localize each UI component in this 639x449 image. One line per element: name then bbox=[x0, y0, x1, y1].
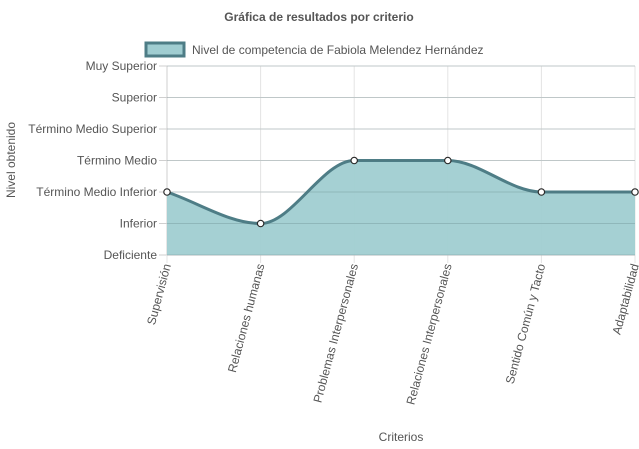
x-tick-label: Relaciones Interpersonales bbox=[404, 262, 455, 406]
y-tick-label: Superior bbox=[112, 91, 157, 105]
data-point[interactable] bbox=[256, 219, 265, 228]
x-tick-label: Relaciones humanas bbox=[225, 262, 268, 374]
x-tick-label: Adaptabilidad bbox=[610, 262, 639, 336]
legend-swatch bbox=[144, 41, 186, 58]
y-tick-label: Deficiente bbox=[104, 248, 158, 262]
y-tick-label: Término Medio Inferior bbox=[36, 185, 157, 199]
data-point[interactable] bbox=[163, 188, 171, 196]
data-point[interactable] bbox=[631, 188, 639, 196]
x-tick-label: Sentido Común y Tacto bbox=[503, 262, 549, 386]
data-point[interactable] bbox=[350, 156, 359, 165]
legend[interactable]: Nivel de competencia de Fabiola Melendez… bbox=[144, 41, 484, 58]
y-tick-label: Inferior bbox=[120, 217, 157, 231]
legend-label: Nivel de competencia de Fabiola Melendez… bbox=[192, 43, 484, 57]
y-tick-label: Muy Superior bbox=[86, 59, 157, 73]
y-axis-title: Nivel obtenido bbox=[4, 122, 18, 198]
series-fill bbox=[167, 160, 635, 255]
series-area bbox=[166, 65, 635, 256]
x-tick-label: Supervisión bbox=[144, 262, 174, 326]
y-tick-label: Término Medio Superior bbox=[28, 122, 157, 136]
x-axis-ticks: Supervisión Relaciones humanas Problemas I… bbox=[144, 262, 639, 406]
x-tick-label: Problemas Interpersonales bbox=[310, 262, 361, 404]
y-tick-label: Término Medio bbox=[77, 154, 157, 168]
data-point[interactable] bbox=[537, 188, 546, 196]
x-axis-title: Criterios bbox=[379, 430, 424, 444]
series-points bbox=[163, 156, 639, 228]
data-point[interactable] bbox=[443, 156, 452, 165]
chart-title: Gráfica de resultados por criterio bbox=[224, 10, 413, 24]
y-axis-ticks: Deficiente Inferior Término Medio Inferior… bbox=[28, 59, 157, 262]
